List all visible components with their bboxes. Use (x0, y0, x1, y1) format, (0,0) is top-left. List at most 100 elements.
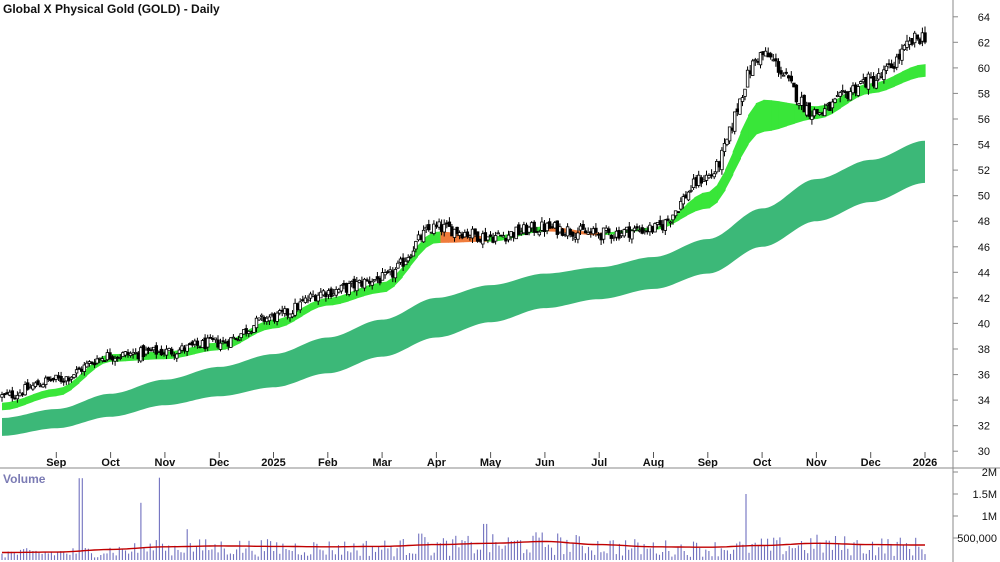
price-tick-label: 60 (978, 63, 990, 75)
candle (895, 53, 899, 71)
candle (339, 284, 344, 294)
candle (82, 362, 86, 376)
short-term-band-segment (17, 397, 26, 408)
time-tick-label: Aug (643, 457, 664, 469)
candle (62, 378, 66, 386)
candle (95, 355, 99, 365)
candle (455, 226, 459, 237)
candle (740, 95, 745, 107)
candle (432, 220, 436, 236)
candle (414, 240, 418, 253)
short-term-band-segment (71, 375, 80, 390)
price-tick-label: 36 (978, 370, 990, 382)
candle (745, 66, 750, 88)
volume-title: Volume (3, 472, 46, 486)
candle (36, 378, 40, 386)
short-term-band-segment (786, 102, 795, 127)
short-term-band-segment (25, 394, 34, 405)
short-term-band-segment (86, 361, 95, 376)
long-term-band-layer (2, 140, 925, 436)
short-term-band-segment (394, 267, 403, 287)
time-tick-label: Apr (427, 457, 447, 469)
time-tick-label: Jul (591, 457, 607, 469)
candle (751, 58, 755, 76)
volume-tick-label: 500,000 (957, 533, 997, 545)
time-tick-label: Oct (753, 457, 772, 469)
chart-title: Global X Physical Gold (GOLD) - Daily (3, 2, 220, 16)
candle (707, 173, 711, 179)
short-term-band-segment (32, 391, 42, 402)
short-term-band-segment (886, 75, 895, 90)
candle (103, 360, 107, 363)
short-term-band-segment (778, 101, 788, 129)
candle (583, 227, 588, 234)
candle (913, 30, 917, 48)
candle (221, 336, 225, 345)
candle (74, 366, 79, 378)
candle (205, 334, 210, 352)
candle (758, 51, 763, 69)
time-tick-label: Jun (535, 457, 555, 469)
candle (447, 217, 452, 227)
candle (409, 253, 413, 260)
short-term-band-segment (148, 351, 157, 360)
candle (285, 308, 290, 320)
candle (10, 386, 14, 402)
price-tick-label: 44 (978, 267, 990, 279)
candle (586, 227, 590, 235)
candle (213, 337, 218, 343)
candle (329, 286, 333, 299)
price-tick-label: 62 (978, 37, 990, 49)
price-axis-ticks: 30 32 34 36 38 40 42 44 46 48 50 52 54 56 58 60 62 64 (953, 12, 990, 458)
volume-tick-label: 2M (982, 467, 997, 479)
short-term-band-segment (901, 67, 911, 84)
candle (635, 223, 639, 232)
short-term-band-segment (909, 65, 918, 81)
short-term-band-segment (378, 281, 388, 293)
candle (175, 352, 179, 362)
candle (362, 277, 367, 292)
short-term-band-segment (48, 388, 57, 398)
short-term-band-segment (440, 231, 449, 243)
candle (900, 44, 904, 65)
candle (177, 347, 182, 354)
short-term-band-segment (894, 71, 903, 87)
candle (303, 295, 308, 304)
candle (866, 71, 871, 95)
candle (421, 225, 426, 243)
short-term-band-segment (332, 295, 341, 306)
candle (807, 102, 811, 120)
candle (923, 26, 927, 45)
candle (781, 72, 786, 77)
short-term-band-segment (386, 276, 395, 292)
candle (653, 222, 657, 233)
candle (380, 268, 385, 281)
candle (517, 222, 521, 236)
short-term-band-segment (717, 170, 726, 203)
candle (149, 347, 153, 352)
candle (702, 175, 706, 183)
short-term-band-segment (878, 79, 888, 93)
short-term-band-segment (55, 386, 65, 397)
short-term-band-segment (278, 316, 288, 328)
candle (355, 277, 359, 296)
candle (874, 74, 878, 90)
candle (833, 97, 837, 104)
candle (383, 269, 387, 279)
candle (370, 278, 374, 290)
price-tick-label: 64 (978, 12, 990, 24)
candle (298, 298, 302, 314)
candle (769, 51, 773, 60)
candle (720, 147, 724, 175)
candle (442, 219, 446, 237)
candle (92, 358, 97, 368)
candle (244, 324, 248, 337)
short-term-band-layer (2, 64, 926, 411)
candle (44, 375, 48, 389)
price-tick-label: 50 (978, 191, 990, 203)
candle (306, 295, 310, 304)
candle (396, 260, 400, 269)
candle (488, 231, 493, 238)
candle (776, 58, 781, 77)
short-term-band-segment (701, 191, 711, 210)
